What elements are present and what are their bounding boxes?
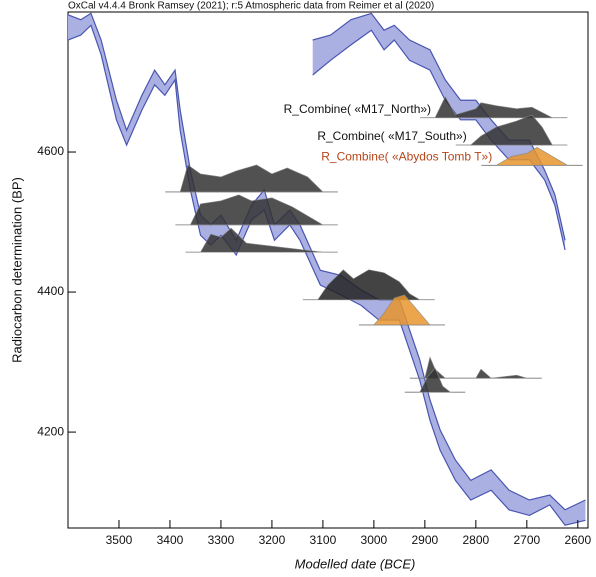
curve-upper: [67, 12, 586, 511]
distribution: [469, 114, 553, 146]
distribution: [434, 96, 553, 119]
x-tick-label: 3200: [259, 533, 286, 547]
distribution-label: R_Combine( «M17_South»): [317, 129, 466, 143]
plot-frame: [67, 11, 589, 529]
curve-lower: [67, 24, 586, 526]
distribution: [179, 164, 324, 193]
distribution-label: R_Combine( «M17_North»): [284, 102, 431, 116]
distribution: [424, 356, 527, 379]
distribution: [200, 227, 323, 253]
distribution-label: R_Combine( «Abydos Tomb T»): [321, 150, 492, 164]
curve-band: [68, 13, 586, 526]
y-tick-label: 4400: [37, 284, 64, 298]
distribution: [373, 294, 431, 326]
x-tick-label: 3100: [310, 533, 337, 547]
distribution: [317, 269, 421, 301]
distribution: [495, 146, 569, 166]
distribution: [419, 367, 452, 393]
x-tick-label: 2600: [564, 533, 591, 547]
x-tick-label: 2900: [412, 533, 439, 547]
x-tick-label: 2700: [513, 533, 540, 547]
x-tick-label: 3300: [208, 533, 235, 547]
distribution: [189, 194, 325, 226]
x-tick-label: 3000: [361, 533, 388, 547]
x-tick-label: 2800: [462, 533, 489, 547]
x-tick-label: 3400: [157, 533, 184, 547]
y-axis-title: Radiocarbon determination (BP): [9, 177, 24, 363]
x-tick-label: 3500: [106, 533, 133, 547]
x-axis-title: Modelled date (BCE): [295, 556, 416, 571]
chart-title: OxCal v4.4.4 Bronk Ramsey (2021); r:5 At…: [68, 1, 434, 12]
y-tick-label: 4600: [37, 144, 64, 158]
y-tick-label: 4200: [37, 424, 64, 438]
curve-band: [312, 13, 566, 251]
